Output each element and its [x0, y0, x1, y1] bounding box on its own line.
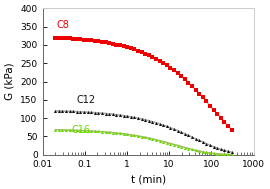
- Text: C16: C16: [71, 125, 90, 135]
- Y-axis label: G (kPa): G (kPa): [5, 63, 15, 100]
- X-axis label: t (min): t (min): [130, 174, 166, 184]
- Text: C12: C12: [77, 94, 96, 105]
- Text: C8: C8: [57, 20, 70, 30]
